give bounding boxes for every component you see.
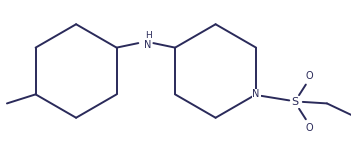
Text: S: S <box>292 97 299 107</box>
Text: H: H <box>145 31 151 40</box>
Text: O: O <box>305 71 313 81</box>
Text: O: O <box>305 123 313 133</box>
Text: N: N <box>252 89 260 99</box>
Text: N: N <box>144 40 152 50</box>
